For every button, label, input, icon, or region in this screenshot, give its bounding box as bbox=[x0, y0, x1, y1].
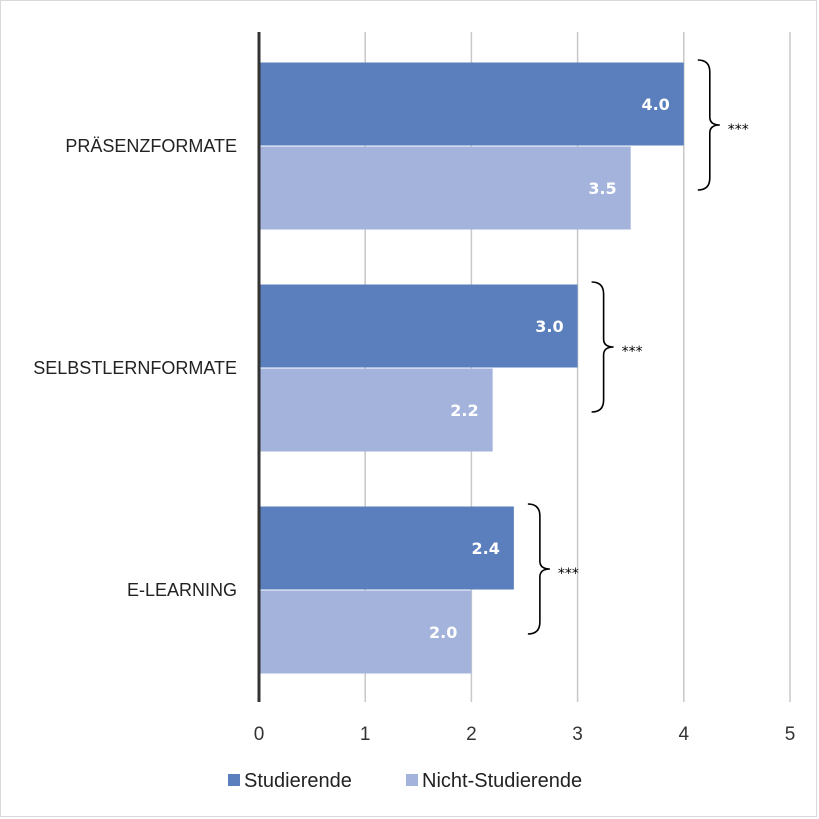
x-tick-label: 5 bbox=[785, 724, 796, 745]
significance-label: *** bbox=[728, 122, 749, 138]
category-label: SELBSTLERNFORMATE bbox=[33, 358, 237, 378]
bar-studierende bbox=[259, 62, 684, 146]
bar-nicht-studierende bbox=[259, 590, 472, 674]
x-tick-label: 2 bbox=[466, 724, 477, 745]
data-label: 2.2 bbox=[450, 401, 478, 420]
significance-label: *** bbox=[558, 566, 579, 582]
bar-studierende bbox=[259, 284, 578, 368]
significance-bracket bbox=[697, 59, 720, 191]
legend-label: Nicht-Studierende bbox=[422, 770, 582, 792]
x-tick-label: 4 bbox=[679, 724, 690, 745]
data-label: 2.4 bbox=[472, 539, 500, 558]
data-label: 3.0 bbox=[535, 317, 563, 336]
bar-nicht-studierende bbox=[259, 368, 493, 452]
significance-bracket bbox=[591, 281, 614, 413]
x-tick-label: 1 bbox=[360, 724, 371, 745]
significance-label: *** bbox=[622, 344, 643, 360]
bar-studierende bbox=[259, 506, 514, 590]
significance-bracket bbox=[527, 503, 550, 635]
bar-nicht-studierende bbox=[259, 146, 631, 230]
legend-swatch-studierende bbox=[228, 774, 240, 786]
x-tick-label: 3 bbox=[572, 724, 583, 745]
data-label: 4.0 bbox=[641, 95, 669, 114]
data-label: 2.0 bbox=[429, 623, 457, 642]
category-label: E-LEARNING bbox=[127, 580, 237, 600]
category-label: PRÄSENZFORMATE bbox=[65, 136, 237, 156]
legend-label: Studierende bbox=[244, 770, 352, 792]
legend-swatch-nicht-studierende bbox=[406, 774, 418, 786]
x-tick-label: 0 bbox=[254, 724, 265, 745]
data-label: 3.5 bbox=[588, 179, 616, 198]
